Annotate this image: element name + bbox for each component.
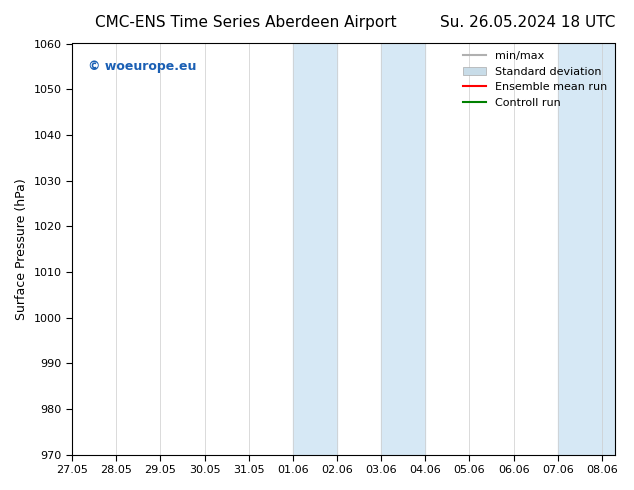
Text: CMC-ENS Time Series Aberdeen Airport: CMC-ENS Time Series Aberdeen Airport <box>95 15 397 30</box>
Bar <box>293 44 337 455</box>
Text: Su. 26.05.2024 18 UTC: Su. 26.05.2024 18 UTC <box>439 15 615 30</box>
Y-axis label: Surface Pressure (hPa): Surface Pressure (hPa) <box>15 178 28 320</box>
Bar <box>558 44 614 455</box>
Legend: min/max, Standard deviation, Ensemble mean run, Controll run: min/max, Standard deviation, Ensemble me… <box>459 47 611 112</box>
Bar <box>381 44 425 455</box>
Text: © woeurope.eu: © woeurope.eu <box>88 60 197 73</box>
